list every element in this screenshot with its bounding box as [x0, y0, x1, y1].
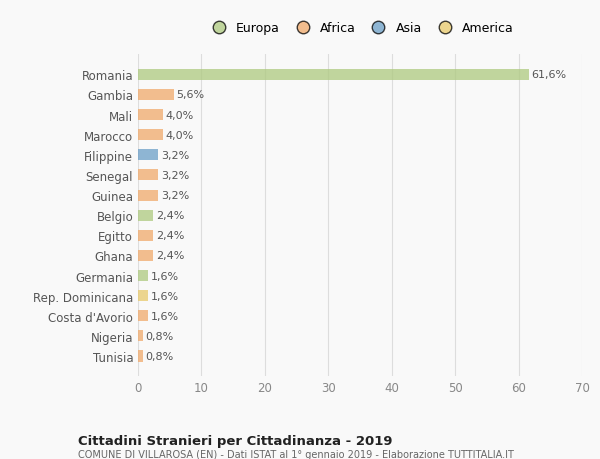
Text: 4,0%: 4,0% [166, 130, 194, 140]
Text: Cittadini Stranieri per Cittadinanza - 2019: Cittadini Stranieri per Cittadinanza - 2… [78, 434, 392, 447]
Bar [138, 110, 163, 121]
Text: 0,8%: 0,8% [146, 351, 174, 361]
Bar [138, 70, 529, 81]
Bar [138, 311, 148, 322]
Bar [138, 150, 158, 161]
Bar [138, 270, 148, 281]
Text: 4,0%: 4,0% [166, 110, 194, 120]
Bar [138, 291, 148, 302]
Bar [138, 90, 173, 101]
Bar [138, 170, 158, 181]
Bar [138, 330, 143, 341]
Text: 3,2%: 3,2% [161, 171, 189, 180]
Text: 1,6%: 1,6% [151, 271, 179, 281]
Text: 0,8%: 0,8% [146, 331, 174, 341]
Text: 61,6%: 61,6% [531, 70, 566, 80]
Bar [138, 210, 153, 221]
Text: 2,4%: 2,4% [156, 251, 184, 261]
Text: 3,2%: 3,2% [161, 151, 189, 161]
Text: 1,6%: 1,6% [151, 291, 179, 301]
Bar [138, 230, 153, 241]
Bar [138, 190, 158, 201]
Text: 1,6%: 1,6% [151, 311, 179, 321]
Bar [138, 351, 143, 362]
Text: 3,2%: 3,2% [161, 190, 189, 201]
Text: COMUNE DI VILLAROSA (EN) - Dati ISTAT al 1° gennaio 2019 - Elaborazione TUTTITAL: COMUNE DI VILLAROSA (EN) - Dati ISTAT al… [78, 449, 514, 459]
Legend: Europa, Africa, Asia, America: Europa, Africa, Asia, America [203, 20, 517, 38]
Bar [138, 130, 163, 141]
Text: 5,6%: 5,6% [176, 90, 204, 100]
Bar [138, 250, 153, 262]
Text: 2,4%: 2,4% [156, 231, 184, 241]
Text: 2,4%: 2,4% [156, 211, 184, 221]
